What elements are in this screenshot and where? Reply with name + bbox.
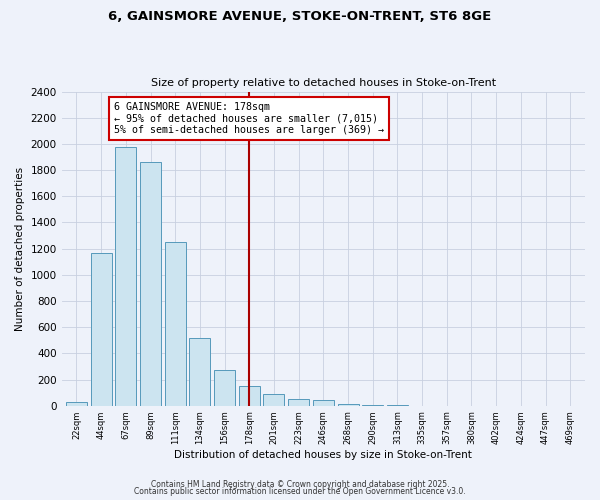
Bar: [288, 399, 309, 406]
Y-axis label: Number of detached properties: Number of detached properties: [15, 166, 25, 330]
X-axis label: Distribution of detached houses by size in Stoke-on-Trent: Distribution of detached houses by size …: [175, 450, 472, 460]
Text: 6 GAINSMORE AVENUE: 178sqm
← 95% of detached houses are smaller (7,015)
5% of se: 6 GAINSMORE AVENUE: 178sqm ← 95% of deta…: [113, 102, 383, 135]
Text: 6, GAINSMORE AVENUE, STOKE-ON-TRENT, ST6 8GE: 6, GAINSMORE AVENUE, STOKE-ON-TRENT, ST6…: [109, 10, 491, 23]
Bar: [263, 394, 284, 406]
Bar: [91, 252, 112, 406]
Bar: [338, 404, 359, 406]
Bar: [140, 162, 161, 406]
Bar: [313, 400, 334, 406]
Bar: [66, 402, 87, 406]
Title: Size of property relative to detached houses in Stoke-on-Trent: Size of property relative to detached ho…: [151, 78, 496, 88]
Bar: [190, 338, 211, 406]
Bar: [362, 405, 383, 406]
Bar: [214, 370, 235, 406]
Text: Contains public sector information licensed under the Open Government Licence v3: Contains public sector information licen…: [134, 488, 466, 496]
Bar: [239, 386, 260, 406]
Bar: [165, 242, 186, 406]
Bar: [115, 146, 136, 406]
Text: Contains HM Land Registry data © Crown copyright and database right 2025.: Contains HM Land Registry data © Crown c…: [151, 480, 449, 489]
